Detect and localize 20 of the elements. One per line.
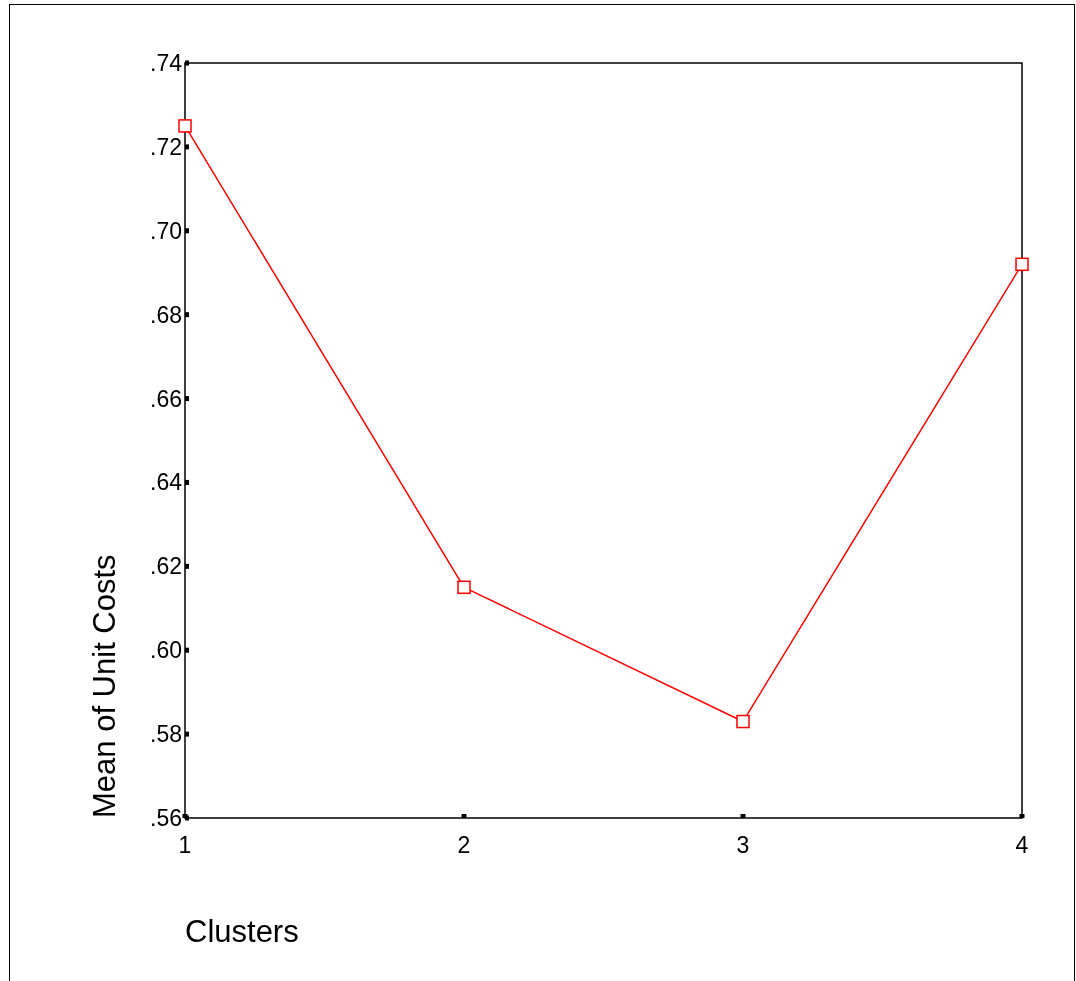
y-tick-label: .66 xyxy=(150,385,182,412)
y-tick-label: .68 xyxy=(150,301,182,328)
y-tick-label: .58 xyxy=(150,721,182,748)
y-axis-title: Mean of Unit Costs xyxy=(87,554,122,818)
y-tick-label: .60 xyxy=(150,637,182,664)
y-tick-label: .74 xyxy=(150,50,183,77)
y-tick-label: .70 xyxy=(150,217,182,244)
point xyxy=(736,714,750,729)
y-tick-label: .62 xyxy=(150,553,182,580)
y-tick-label: .72 xyxy=(150,133,182,160)
point xyxy=(1015,257,1029,272)
x-tick-label: 4 xyxy=(1015,832,1029,858)
x-tick-label: 2 xyxy=(457,832,471,858)
y-tick-label: .56 xyxy=(150,805,182,832)
y-tick-label: .64 xyxy=(150,469,183,496)
x-tick-label: 3 xyxy=(736,832,750,858)
x-tick-label: 1 xyxy=(178,832,192,858)
x-axis-title: Clusters xyxy=(185,914,299,949)
point xyxy=(457,580,471,595)
point xyxy=(178,119,192,133)
